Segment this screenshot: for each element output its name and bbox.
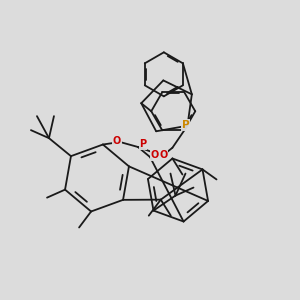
- Text: P: P: [140, 139, 147, 149]
- Text: O: O: [151, 150, 159, 160]
- Text: O: O: [159, 150, 167, 160]
- Text: P: P: [182, 120, 189, 130]
- Text: O: O: [113, 136, 121, 146]
